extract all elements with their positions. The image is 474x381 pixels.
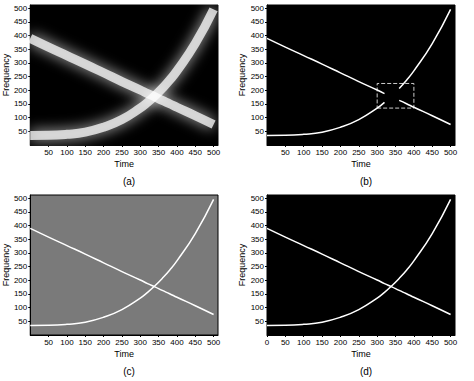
svg-text:Time: Time [351,159,371,169]
svg-text:150: 150 [79,338,93,347]
svg-text:350: 350 [14,45,28,54]
svg-text:150: 150 [315,148,329,157]
svg-text:500: 500 [251,194,265,203]
svg-text:450: 450 [426,148,440,157]
svg-text:400: 400 [251,221,265,230]
svg-text:50: 50 [44,148,53,157]
svg-text:Time: Time [114,349,134,359]
svg-text:350: 350 [251,235,265,244]
svg-text:100: 100 [60,148,74,157]
svg-text:350: 350 [152,338,166,347]
svg-text:150: 150 [251,99,265,108]
svg-text:150: 150 [14,289,28,298]
svg-text:100: 100 [14,113,28,122]
svg-text:300: 300 [370,338,384,347]
svg-text:200: 200 [14,86,28,95]
svg-text:250: 250 [352,338,366,347]
svg-text:250: 250 [14,72,28,81]
svg-text:250: 250 [14,262,28,271]
svg-text:400: 400 [170,148,184,157]
svg-text:350: 350 [14,235,28,244]
svg-text:100: 100 [297,148,311,157]
svg-text:100: 100 [251,303,265,312]
svg-text:200: 200 [14,276,28,285]
svg-text:50: 50 [18,317,27,326]
svg-text:Time: Time [114,159,134,169]
svg-text:50: 50 [255,127,264,136]
svg-text:400: 400 [251,31,265,40]
svg-text:(c): (c) [123,366,135,377]
svg-text:300: 300 [14,248,28,257]
svg-text:150: 150 [251,289,265,298]
svg-text:200: 200 [97,338,111,347]
svg-text:500: 500 [251,4,265,13]
svg-text:(d): (d) [360,366,372,377]
svg-text:300: 300 [14,58,28,67]
svg-text:Frequency: Frequency [1,243,11,286]
svg-text:500: 500 [14,194,28,203]
svg-text:150: 150 [14,99,28,108]
svg-text:200: 200 [334,148,348,157]
svg-text:100: 100 [297,338,311,347]
svg-text:(a): (a) [123,176,135,187]
svg-text:350: 350 [251,45,265,54]
svg-text:500: 500 [444,338,458,347]
svg-text:300: 300 [370,148,384,157]
svg-text:450: 450 [189,148,203,157]
svg-text:250: 250 [251,72,265,81]
svg-text:0: 0 [265,338,270,347]
svg-text:500: 500 [207,148,221,157]
svg-text:400: 400 [14,221,28,230]
svg-text:Frequency: Frequency [237,243,247,286]
svg-text:500: 500 [444,148,458,157]
svg-text:450: 450 [14,207,28,216]
svg-text:50: 50 [18,127,27,136]
svg-text:150: 150 [79,148,93,157]
svg-text:350: 350 [389,148,403,157]
svg-text:300: 300 [134,148,148,157]
svg-text:250: 250 [115,148,129,157]
svg-text:100: 100 [60,338,74,347]
svg-text:200: 200 [251,86,265,95]
svg-text:450: 450 [189,338,203,347]
svg-text:300: 300 [251,248,265,257]
svg-text:(b): (b) [360,176,372,187]
svg-text:Frequency: Frequency [237,53,247,96]
svg-text:50: 50 [281,338,290,347]
svg-text:500: 500 [207,338,221,347]
svg-text:400: 400 [407,338,421,347]
svg-text:100: 100 [251,113,265,122]
svg-text:450: 450 [251,17,265,26]
svg-text:350: 350 [152,148,166,157]
svg-text:300: 300 [251,58,265,67]
svg-text:450: 450 [426,338,440,347]
svg-text:450: 450 [14,17,28,26]
svg-text:50: 50 [281,148,290,157]
svg-text:50: 50 [44,338,53,347]
svg-text:250: 250 [352,148,366,157]
svg-text:400: 400 [407,148,421,157]
svg-text:150: 150 [315,338,329,347]
svg-text:400: 400 [170,338,184,347]
svg-text:450: 450 [251,207,265,216]
svg-text:250: 250 [115,338,129,347]
svg-text:Frequency: Frequency [1,53,11,96]
svg-text:300: 300 [134,338,148,347]
svg-text:500: 500 [14,4,28,13]
svg-text:200: 200 [97,148,111,157]
svg-text:350: 350 [389,338,403,347]
svg-text:100: 100 [14,303,28,312]
svg-text:400: 400 [14,31,28,40]
svg-text:Time: Time [351,349,371,359]
svg-text:200: 200 [334,338,348,347]
svg-text:50: 50 [255,317,264,326]
svg-text:200: 200 [251,276,265,285]
svg-text:250: 250 [251,262,265,271]
